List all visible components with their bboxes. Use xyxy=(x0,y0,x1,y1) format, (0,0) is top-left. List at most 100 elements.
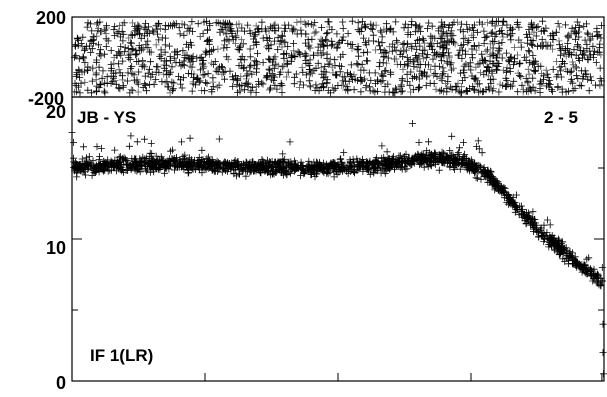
phase-point xyxy=(366,83,373,91)
phase-point xyxy=(284,43,292,50)
phase-point xyxy=(467,66,475,74)
phase-point xyxy=(141,72,149,80)
amplitude-point xyxy=(506,195,514,203)
amplitude-point xyxy=(378,157,386,165)
amplitude-point xyxy=(286,138,294,146)
if-label: IF 1(LR) xyxy=(90,346,153,365)
amplitude-point xyxy=(239,165,247,173)
phase-point xyxy=(211,58,219,66)
phase-point xyxy=(495,88,503,96)
amplitude-point xyxy=(538,229,546,237)
amplitude-point xyxy=(291,161,299,169)
phase-point xyxy=(244,81,252,88)
phase-point xyxy=(339,18,347,26)
phase-point xyxy=(487,76,494,84)
phase-point xyxy=(92,76,100,84)
phase-point xyxy=(586,36,594,44)
phase-point xyxy=(587,35,595,43)
phase-point xyxy=(518,81,526,89)
phase-point xyxy=(92,32,100,40)
amplitude-point xyxy=(124,167,132,174)
amplitude-point xyxy=(201,160,209,168)
phase-point xyxy=(347,61,355,69)
phase-point xyxy=(252,22,260,30)
amplitude-point xyxy=(575,262,583,270)
amplitude-y-tick-10: 10 xyxy=(46,238,66,258)
phase-point xyxy=(246,27,254,35)
phase-point xyxy=(348,45,356,52)
phase-point xyxy=(299,68,307,76)
phase-point xyxy=(344,30,352,38)
amplitude-point xyxy=(297,158,305,166)
phase-point xyxy=(361,21,369,29)
phase-point xyxy=(564,44,572,52)
amplitude-point xyxy=(311,162,319,169)
phase-point xyxy=(332,71,340,79)
amplitude-point xyxy=(373,167,381,175)
phase-point xyxy=(364,57,371,65)
phase-point xyxy=(259,80,267,88)
phase-point xyxy=(498,29,506,37)
phase-point xyxy=(185,69,192,77)
phase-point xyxy=(203,79,211,87)
phase-point xyxy=(219,63,226,71)
phase-point xyxy=(557,63,565,71)
amplitude-point xyxy=(148,156,156,164)
phase-point xyxy=(549,65,557,73)
phase-point xyxy=(493,18,501,26)
phase-point xyxy=(464,26,472,34)
phase-point xyxy=(215,81,223,89)
phase-point xyxy=(362,22,370,30)
phase-point xyxy=(290,47,298,55)
phase-point xyxy=(350,86,358,94)
phase-point xyxy=(445,24,453,32)
phase-point xyxy=(78,68,86,76)
amplitude-point xyxy=(258,162,266,170)
amplitude-point xyxy=(511,199,519,207)
amplitude-panel-frame xyxy=(71,96,605,382)
phase-point xyxy=(259,59,267,66)
phase-point xyxy=(470,85,478,93)
phase-point xyxy=(97,52,105,60)
amplitude-point xyxy=(389,154,397,162)
amplitude-point xyxy=(349,168,357,175)
phase-point xyxy=(486,52,494,60)
amplitude-point xyxy=(298,165,306,173)
phase-point xyxy=(243,79,251,87)
amplitude-point xyxy=(547,234,555,242)
phase-point xyxy=(524,39,531,47)
phase-point xyxy=(427,43,435,51)
phase-point xyxy=(436,62,444,70)
amplitude-point xyxy=(336,155,344,163)
phase-point xyxy=(278,31,286,39)
phase-point xyxy=(134,24,142,32)
amplitude-point xyxy=(524,212,532,220)
phase-point xyxy=(207,59,215,67)
phase-point xyxy=(492,66,500,73)
amplitude-point xyxy=(122,155,129,163)
phase-point xyxy=(596,75,604,83)
phase-point xyxy=(449,64,457,72)
amplitude-point xyxy=(89,166,97,174)
amplitude-point xyxy=(323,169,331,177)
amplitude-point xyxy=(230,169,238,177)
amplitude-point xyxy=(80,143,87,151)
phase-point xyxy=(476,69,484,77)
phase-point xyxy=(280,62,288,70)
amplitude-point xyxy=(544,216,551,224)
phase-point xyxy=(413,64,421,71)
phase-point xyxy=(513,21,521,28)
phase-point xyxy=(534,42,541,50)
phase-point xyxy=(127,64,135,72)
amplitude-point xyxy=(281,168,289,176)
phase-point xyxy=(284,68,292,76)
phase-point xyxy=(470,75,478,82)
phase-point xyxy=(189,52,197,60)
phase-point xyxy=(580,72,588,80)
phase-point xyxy=(205,36,213,44)
phase-point xyxy=(486,66,494,74)
phase-point xyxy=(548,87,556,95)
phase-point xyxy=(277,38,285,46)
phase-point xyxy=(364,48,371,56)
phase-point xyxy=(139,45,147,53)
